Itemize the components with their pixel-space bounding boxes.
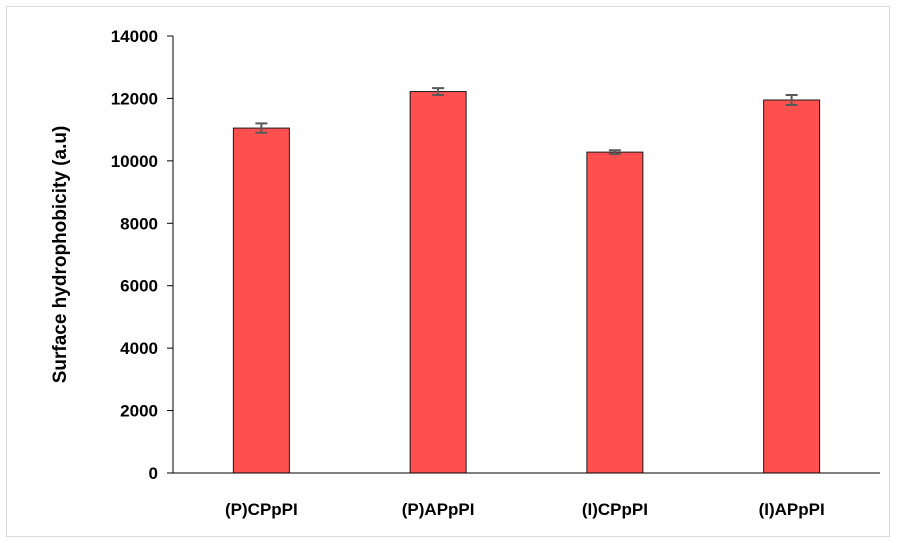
bar [409, 91, 467, 474]
x-category-label: (I)CPpPI [582, 500, 648, 519]
y-tick-label: 10000 [111, 152, 158, 171]
bar [586, 151, 644, 474]
y-tick-label: 14000 [111, 27, 158, 46]
y-tick-label: 8000 [120, 214, 158, 233]
y-tick-label: 2000 [120, 402, 158, 421]
y-tick-label: 0 [149, 464, 158, 483]
bar-series [232, 91, 821, 474]
y-axis-title: Surface hydrophobicity (a.u) [50, 126, 71, 384]
y-tick-label: 4000 [120, 339, 158, 358]
bar [232, 127, 290, 474]
x-category-label: (P)APpPI [402, 500, 475, 519]
y-tick-label: 6000 [120, 277, 158, 296]
bar [763, 99, 821, 474]
error-bars [255, 87, 798, 155]
y-axis-ticks: 0 2000 4000 6000 8000 10000 12000 14000 [111, 27, 173, 483]
x-axis-labels: (P)CPpPI (P)APpPI (I)CPpPI (I)APpPI [225, 500, 825, 519]
y-tick-label: 12000 [111, 89, 158, 108]
x-category-label: (P)CPpPI [225, 500, 298, 519]
x-category-label: (I)APpPI [759, 500, 825, 519]
